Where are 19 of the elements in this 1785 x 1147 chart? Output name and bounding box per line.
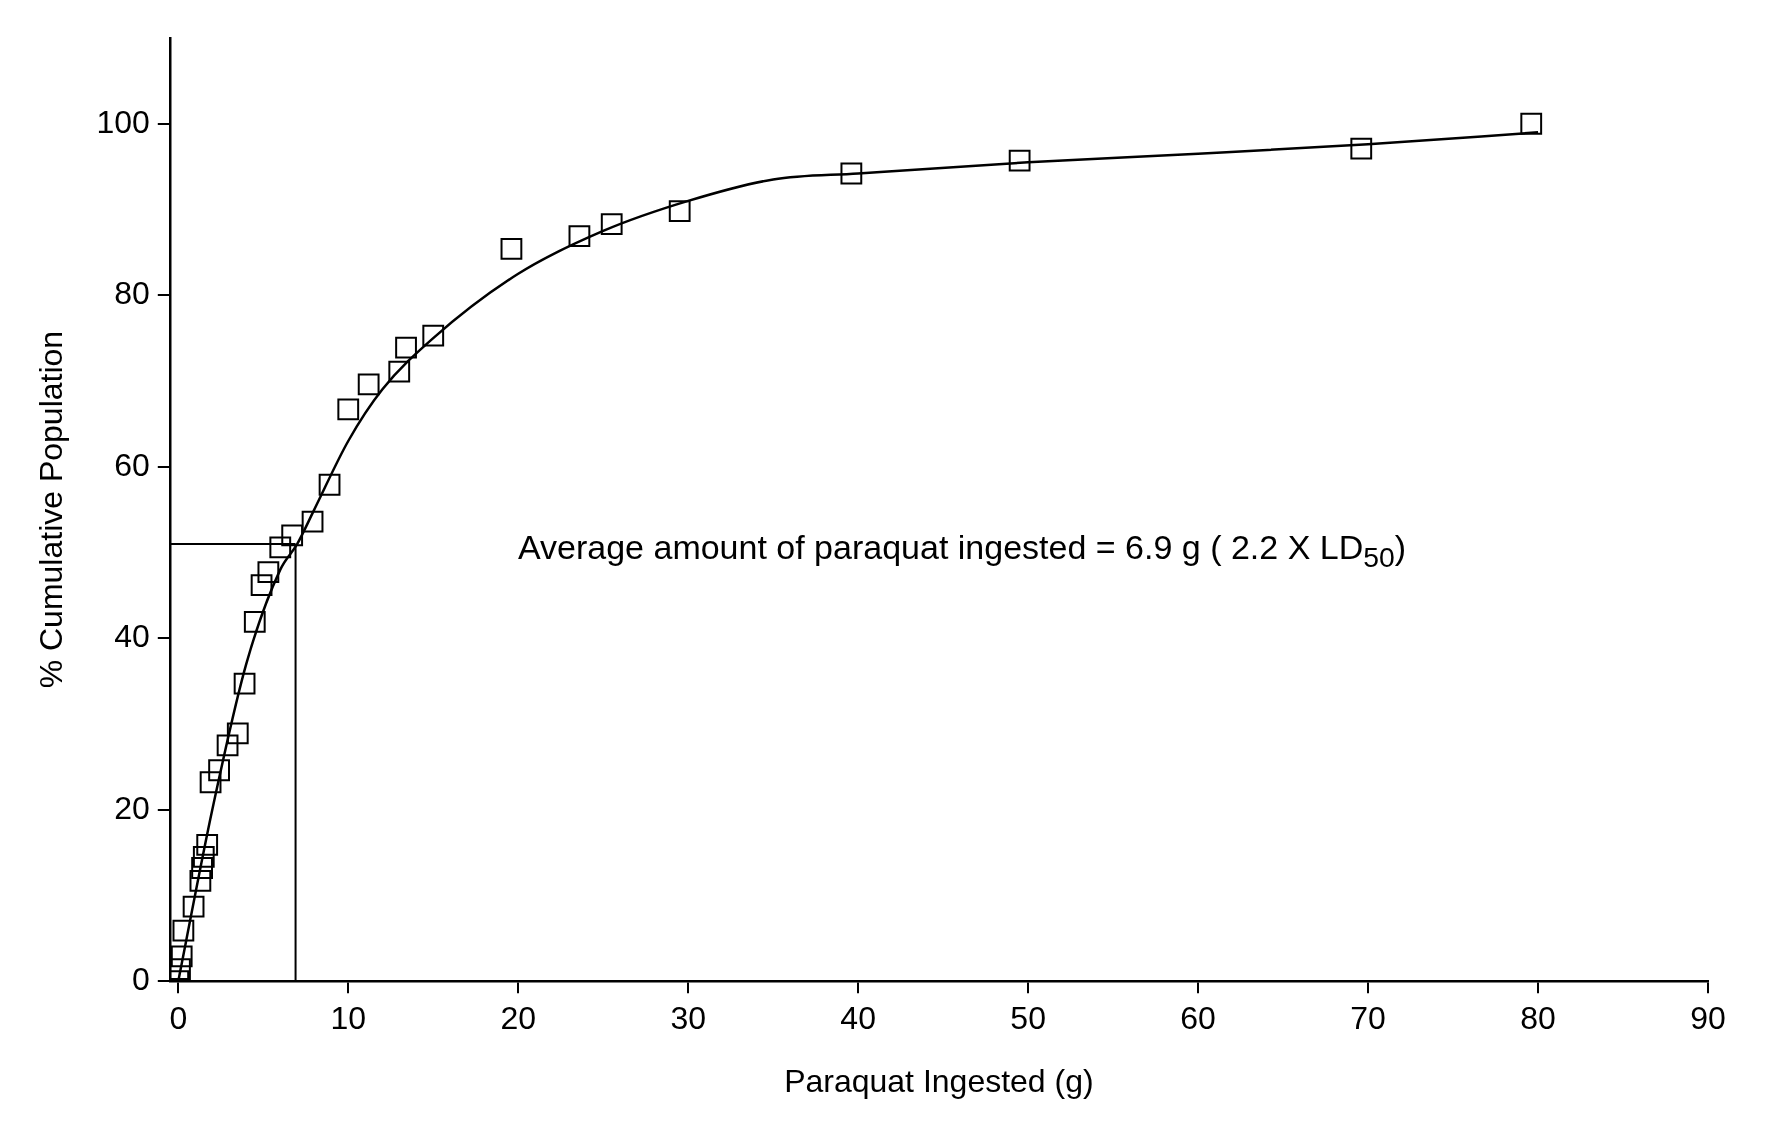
x-tick-label: 30	[670, 1000, 706, 1037]
annotation: Average amount of paraquat ingested = 6.9 g ( 2.2 X LD$_{50}$)	[518, 528, 1407, 574]
y-tick-label: 80	[114, 275, 150, 312]
x-tick-label: 60	[1180, 1000, 1216, 1037]
y-tick-label: 40	[114, 618, 150, 655]
y-tick-label: 100	[96, 103, 150, 140]
x-axis-title: Paraquat Ingested (g)	[784, 1062, 1094, 1099]
y-tick-label: 60	[114, 446, 150, 483]
x-tick-label: 20	[500, 1000, 537, 1037]
x-tick-label: 0	[169, 1000, 188, 1037]
y-tick-label: 20	[114, 789, 150, 826]
x-tick-label: 10	[330, 1000, 367, 1037]
x-tick-label: 90	[1690, 1000, 1726, 1037]
x-tick-label: 50	[1010, 1000, 1046, 1037]
y-tick-label: 0	[131, 961, 150, 998]
y-axis-title: % Cumulative Population	[33, 330, 70, 689]
x-tick-label: 80	[1520, 1000, 1556, 1037]
x-tick-label: 70	[1350, 1000, 1386, 1037]
x-tick-label: 40	[840, 1000, 876, 1037]
